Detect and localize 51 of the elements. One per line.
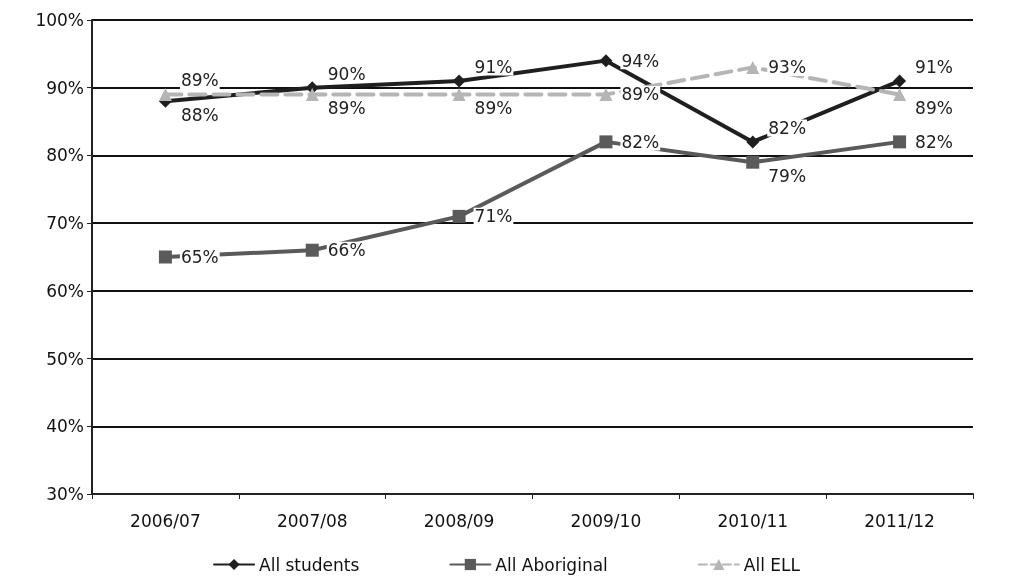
- x-tick-label: 2010/11: [717, 510, 789, 531]
- y-tick-label: 80%: [46, 145, 84, 166]
- y-tick-label: 90%: [46, 77, 84, 98]
- point: [452, 87, 466, 101]
- data-label: 93%: [768, 57, 807, 78]
- legend-label: All students: [259, 554, 360, 575]
- data-label: 79%: [768, 166, 807, 187]
- data-label: 89%: [327, 98, 366, 119]
- data-label: 91%: [915, 56, 953, 77]
- data-label: 89%: [915, 98, 953, 119]
- data-label: 71%: [474, 206, 513, 227]
- point: [746, 60, 760, 74]
- legend-label: All ELL: [743, 554, 801, 575]
- point: [158, 87, 172, 101]
- data-label: 89%: [474, 98, 513, 119]
- point: [452, 209, 466, 223]
- x-tick-label: 2011/12: [864, 510, 935, 531]
- point: [305, 243, 319, 257]
- point: [305, 87, 319, 101]
- x-tick-label: 2006/07: [130, 510, 201, 531]
- data-label: 91%: [474, 56, 513, 77]
- point: [893, 87, 907, 101]
- y-tick-label: 100%: [35, 10, 84, 30]
- point: [599, 135, 613, 149]
- data-label: 89%: [621, 84, 660, 105]
- x-tick-label: 2008/09: [423, 510, 495, 531]
- point: [893, 135, 907, 149]
- x-tick-label: 2007/08: [276, 510, 348, 531]
- point: [452, 74, 466, 88]
- y-tick-label: 70%: [46, 213, 84, 234]
- data-label: 88%: [180, 105, 219, 126]
- data-label: 89%: [180, 70, 219, 91]
- data-label: 65%: [180, 247, 219, 267]
- point: [599, 87, 613, 101]
- data-label: 90%: [327, 63, 366, 84]
- data-label: 82%: [621, 131, 660, 152]
- y-tick-label: 40%: [46, 416, 84, 437]
- y-tick-label: 30%: [46, 484, 84, 504]
- data-label: 82%: [915, 131, 953, 152]
- point: [599, 54, 613, 68]
- data-label: 66%: [327, 240, 366, 261]
- x-tick-label: 2009/10: [570, 510, 642, 531]
- data-label: 82%: [768, 117, 807, 138]
- legend-label: All Aboriginal: [495, 554, 608, 575]
- data-label: 94%: [621, 50, 660, 71]
- point: [893, 74, 907, 88]
- point: [746, 135, 760, 149]
- y-tick-label: 60%: [46, 280, 84, 301]
- point: [746, 155, 760, 169]
- y-tick-label: 50%: [46, 348, 84, 369]
- point: [158, 250, 172, 264]
